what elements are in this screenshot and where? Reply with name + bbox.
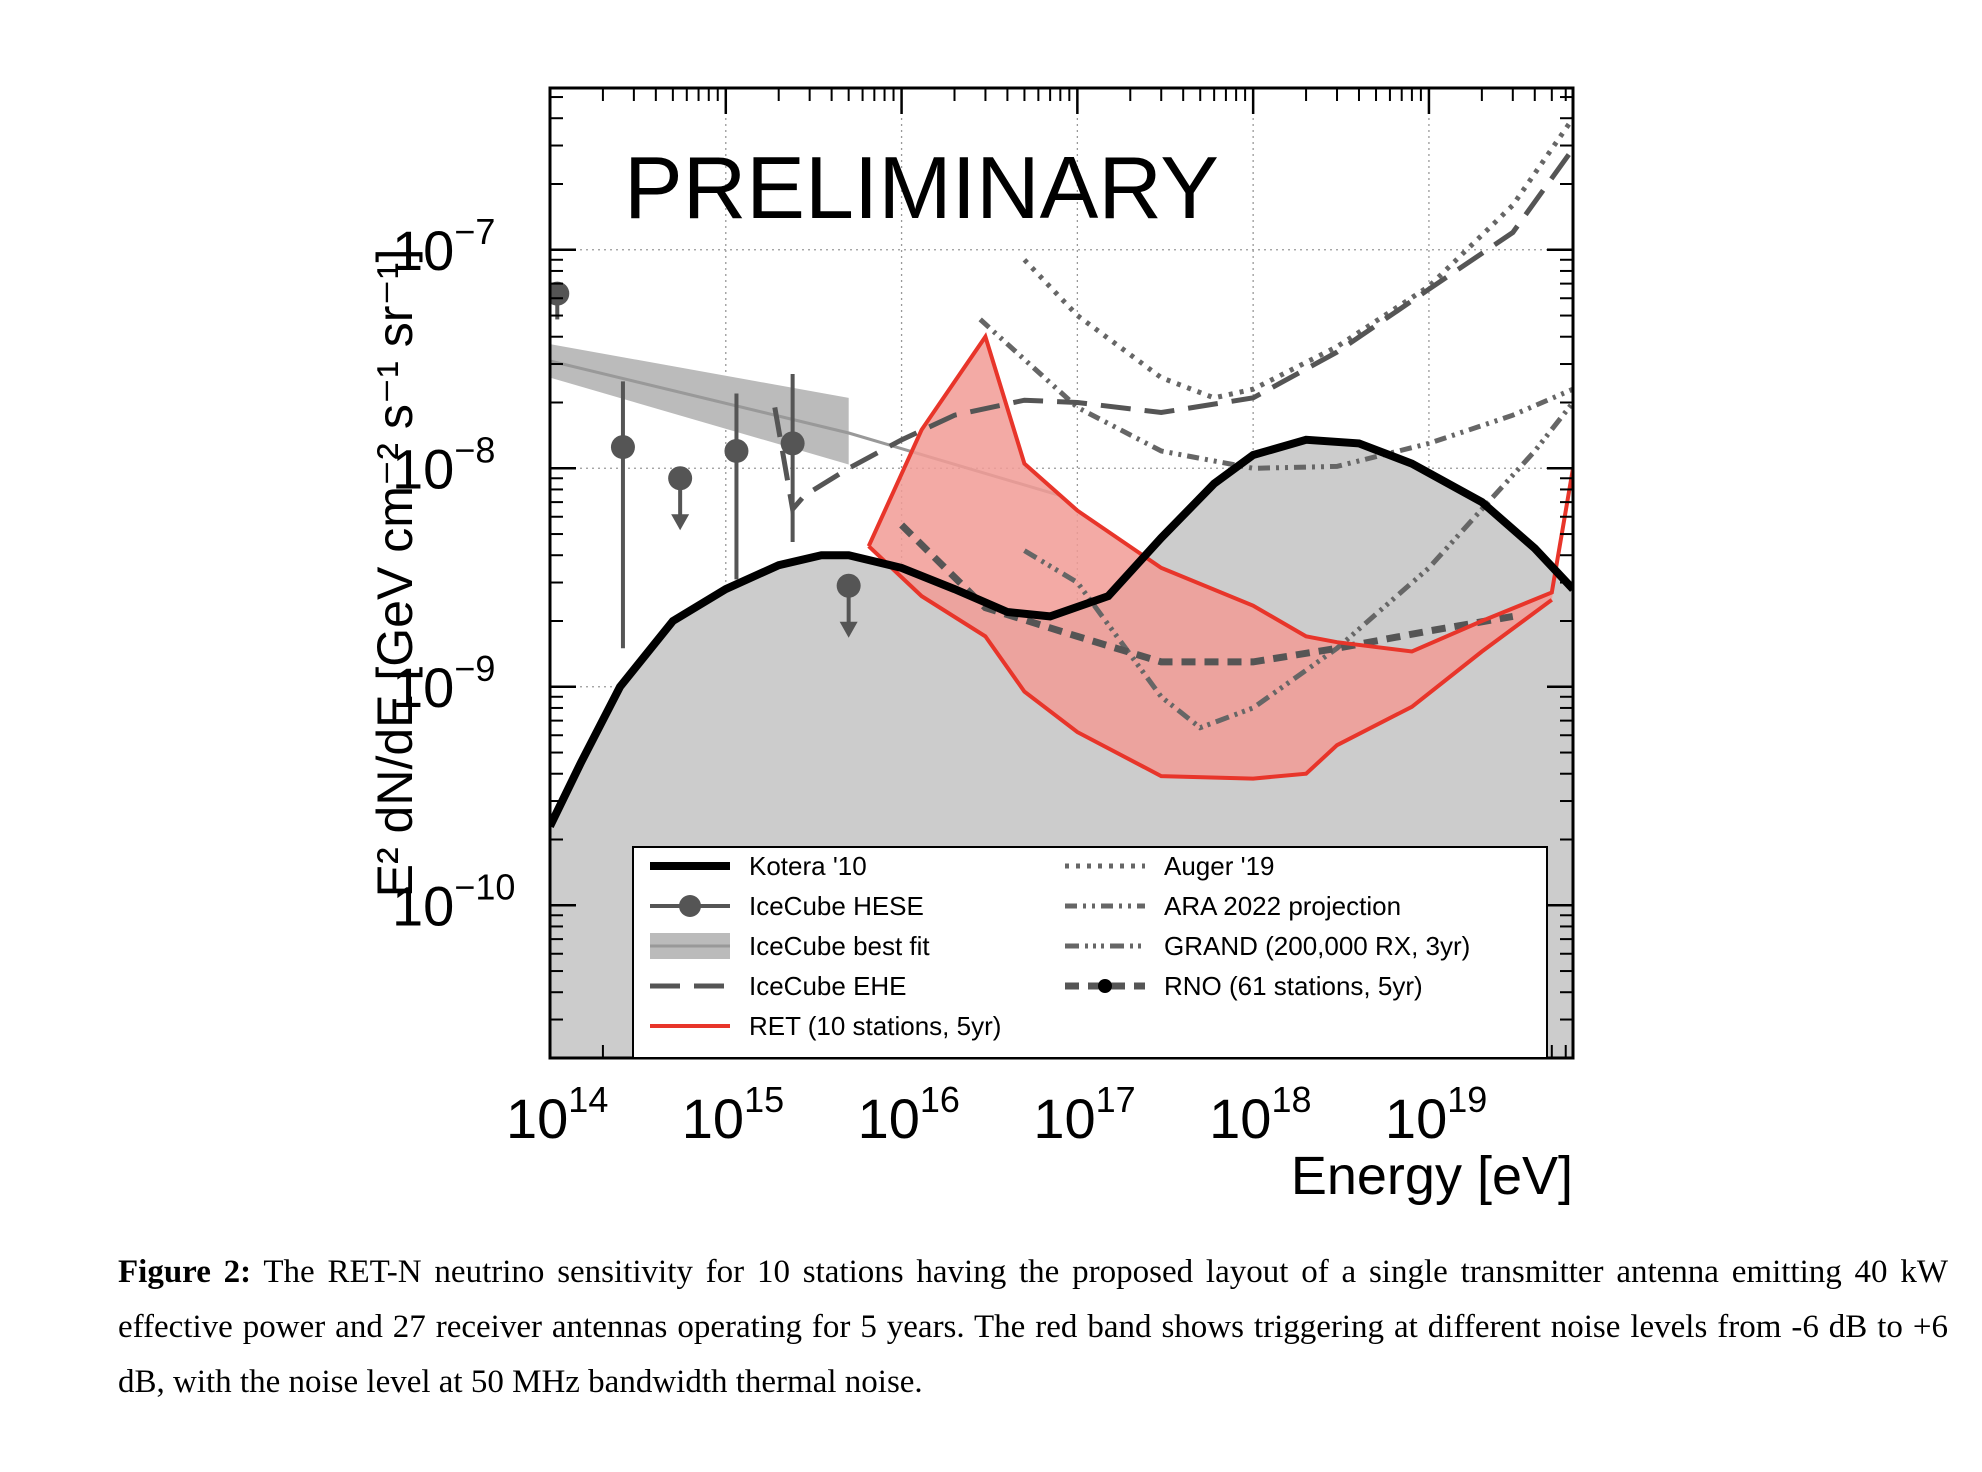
- x-tick-label: 1015: [682, 1079, 784, 1150]
- legend-label: IceCube EHE: [749, 971, 907, 1001]
- caption-label: Figure 2:: [118, 1254, 252, 1290]
- hese-point: [668, 466, 693, 491]
- legend-label: RNO (61 stations, 5yr): [1164, 971, 1423, 1001]
- legend-label: IceCube best fit: [749, 931, 930, 961]
- hese-point: [610, 435, 635, 460]
- legend-label: ARA 2022 projection: [1164, 891, 1401, 921]
- hese-arrow-head: [839, 621, 858, 638]
- hese-point: [724, 438, 749, 463]
- legend-label: Kotera '10: [749, 851, 867, 881]
- legend-sample-hese-point: [679, 895, 701, 917]
- legend-sample-rno-point: [1098, 979, 1112, 993]
- x-tick-label: 1017: [1033, 1079, 1135, 1150]
- legend-box: [632, 846, 1548, 1059]
- icecube-bestfit-band: [550, 344, 849, 465]
- x-tick-labels: 1014 1015 1016 1017 1018 1019: [506, 1079, 1487, 1150]
- legend-label: IceCube HESE: [749, 891, 924, 921]
- x-tick-label: 1016: [858, 1079, 960, 1150]
- kotera-line: [550, 435, 1573, 828]
- hese-point: [550, 281, 570, 306]
- hese-point: [836, 573, 861, 598]
- legend-label: Auger '19: [1164, 851, 1275, 881]
- y-tick-label: 10−9: [392, 648, 495, 719]
- hese-point: [780, 431, 805, 456]
- x-tick-label: 1014: [506, 1079, 608, 1150]
- caption-text: The RET-N neutrino sensitivity for 10 st…: [118, 1254, 1948, 1400]
- watermark: PRELIMINARY: [624, 138, 1219, 237]
- hese-arrow-head: [671, 514, 690, 531]
- x-axis-label: Energy [eV]: [1291, 1146, 1573, 1206]
- ret-band-fill: [868, 336, 1573, 779]
- x-tick-label: 1018: [1209, 1079, 1311, 1150]
- legend-label: RET (10 stations, 5yr): [749, 1011, 1001, 1041]
- series-line-dot: [1022, 116, 1573, 401]
- series-line-dash-triple-dot: [1023, 400, 1573, 731]
- x-tick-label: 1019: [1385, 1079, 1487, 1150]
- legend-label: GRAND (200,000 RX, 3yr): [1164, 931, 1470, 961]
- series-line-dash-dot-dot: [978, 317, 1573, 471]
- figure-caption: Figure 2: The RET-N neutrino sensitivity…: [118, 1245, 1948, 1410]
- y-axis-label: E² dN/dE [GeV cm⁻² s⁻¹ sr⁻¹]: [367, 249, 423, 898]
- ret-upper-line: [866, 332, 1573, 654]
- series-line-heavy-dash: [899, 522, 1514, 666]
- ret-lower-line: [867, 544, 1553, 781]
- legend: Kotera '10 IceCube HESE IceCube best fit Ic…: [632, 846, 1548, 1059]
